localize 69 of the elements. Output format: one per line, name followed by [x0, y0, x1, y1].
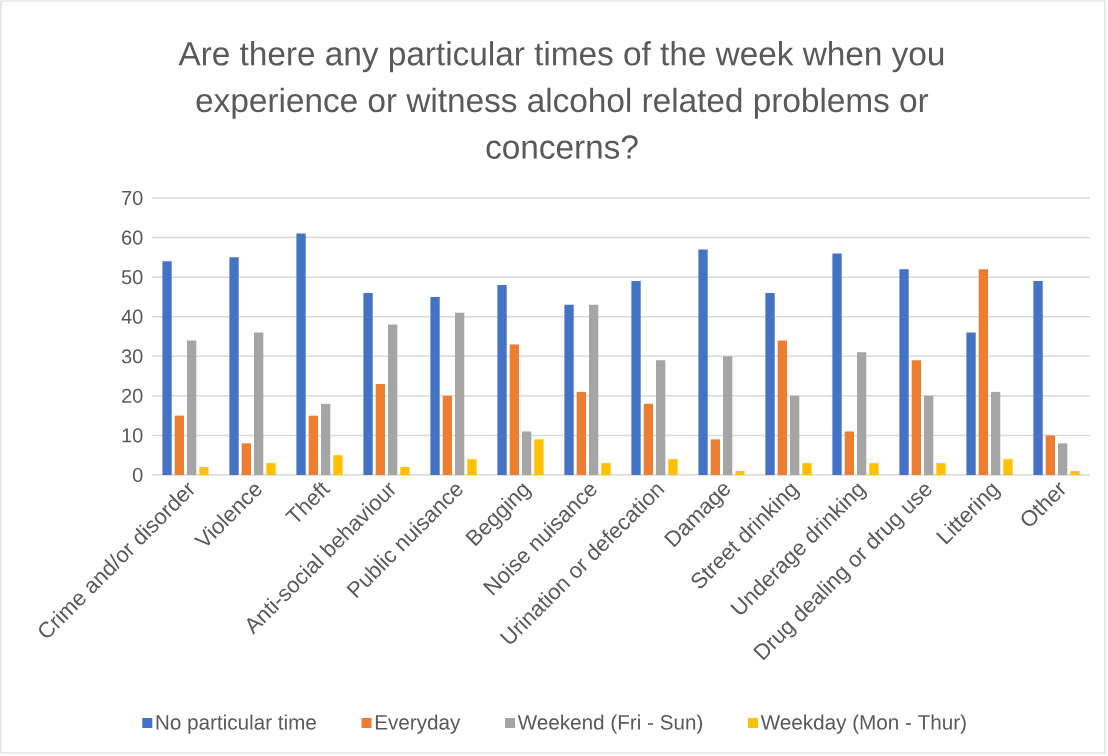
- chart-title: Are there any particular times of the week when you experience or witness alcohol related problems or concerns?: [178, 41, 944, 159]
- bar: [589, 304, 599, 475]
- bar: [1070, 471, 1080, 475]
- y-tick-label: 40: [121, 309, 143, 324]
- legend-label: No particular time: [156, 714, 316, 734]
- bar: [266, 463, 276, 475]
- bar: [643, 403, 653, 475]
- bar: [777, 340, 787, 475]
- bar: [765, 292, 775, 475]
- bar: [966, 332, 976, 475]
- bar: [497, 285, 507, 475]
- bar: [698, 249, 708, 475]
- bar: [162, 261, 172, 475]
- y-tick-label: 10: [122, 428, 143, 443]
- bar: [296, 233, 306, 475]
- bar: [375, 383, 386, 475]
- bar: [564, 304, 574, 475]
- bar: [333, 455, 343, 475]
- bar: [924, 395, 934, 475]
- bar: [576, 391, 586, 475]
- bar: [534, 439, 544, 475]
- bar: [187, 340, 197, 475]
- bar: [363, 292, 373, 475]
- bar: [308, 415, 318, 475]
- bar: [710, 439, 720, 475]
- bar: [254, 332, 264, 475]
- bar: [790, 395, 800, 475]
- bar: [601, 463, 611, 475]
- bar: [522, 431, 532, 475]
- bar: [442, 395, 453, 475]
- bar: [199, 467, 209, 475]
- bar: [229, 257, 239, 475]
- bar: [455, 312, 465, 475]
- bar: [723, 356, 733, 475]
- legend-label: Weekend (Fri - Sun): [517, 714, 703, 734]
- bar: [321, 403, 331, 475]
- bar: [467, 459, 477, 475]
- bar: [509, 344, 519, 475]
- legend-label: Everyday: [375, 714, 461, 734]
- bar: [978, 269, 988, 475]
- bar: [869, 463, 879, 475]
- y-tick-label: 60: [122, 230, 143, 245]
- bar: [400, 467, 410, 475]
- y-tick-label: 0: [132, 467, 143, 483]
- bar: [936, 463, 946, 475]
- bar: [1033, 281, 1043, 475]
- bar: [802, 463, 812, 475]
- bar: [1045, 435, 1055, 475]
- bar: [241, 443, 251, 475]
- bar: [832, 253, 842, 475]
- bar: [174, 415, 184, 475]
- bar: [656, 360, 666, 475]
- bar: [1003, 459, 1013, 475]
- legend-label: Weekday (Mon - Thur): [760, 714, 966, 734]
- bar: [735, 471, 745, 475]
- bar: [631, 281, 641, 475]
- y-tick-label: 50: [121, 270, 143, 285]
- y-tick-label: 70: [122, 190, 143, 206]
- bar: [899, 269, 909, 475]
- bar: [857, 352, 867, 475]
- bar: [1058, 443, 1068, 475]
- bar: [388, 324, 398, 475]
- bar: [668, 459, 678, 475]
- bar: [844, 431, 854, 475]
- y-tick-label: 20: [122, 388, 143, 403]
- y-tick-label: 30: [121, 349, 143, 364]
- bar: [991, 391, 1001, 475]
- bar: [430, 296, 440, 475]
- bar: [911, 360, 921, 475]
